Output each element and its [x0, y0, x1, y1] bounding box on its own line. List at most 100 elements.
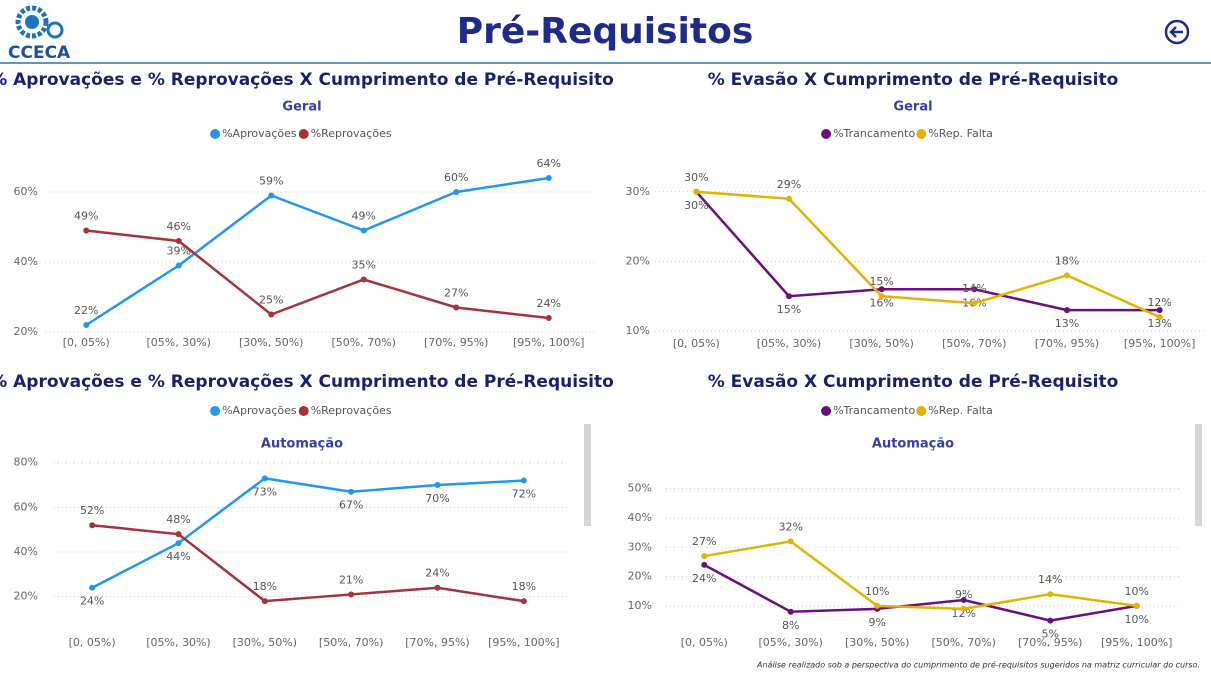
data-point [960, 597, 967, 604]
data-point [261, 475, 268, 482]
chart-title: % Aprovações e % Reprovações X Cumprimen… [0, 70, 614, 90]
y-tick-label: 30% [628, 540, 652, 553]
legend-swatch [916, 129, 927, 139]
data-label: 9% [869, 616, 886, 629]
data-point [175, 531, 182, 538]
data-label: 60% [444, 171, 468, 184]
x-tick-label: [30%, 50%) [233, 636, 297, 649]
data-label: 18% [1055, 254, 1079, 267]
logo: CCECA [8, 5, 71, 63]
series-line [85, 176, 549, 327]
scrollbar[interactable] [1195, 424, 1202, 526]
data-label: 25% [259, 294, 283, 307]
data-label: 64% [537, 157, 561, 170]
x-tick-label: [05%, 30%) [146, 636, 210, 649]
chart-title: % Evasão X Cumprimento de Pré-Requisito [708, 372, 1119, 392]
data-label: 49% [74, 210, 98, 223]
data-label: 30% [684, 199, 708, 212]
data-label: 70% [425, 492, 449, 505]
data-label: 5% [1042, 628, 1059, 641]
data-label: 9% [955, 588, 972, 601]
data-label: 32% [779, 520, 803, 533]
data-label: 14% [962, 282, 986, 295]
y-tick-label: 10% [628, 599, 652, 612]
data-label: 10% [1125, 613, 1149, 626]
data-point [1064, 307, 1070, 314]
y-tick-label: 40% [628, 511, 652, 524]
data-label: 67% [339, 499, 363, 512]
data-label: 10% [1125, 585, 1149, 598]
data-point [434, 482, 441, 489]
data-label: 15% [869, 275, 893, 288]
y-tick-label: 50% [628, 482, 652, 495]
x-tick-label: [70%, 95%) [405, 636, 469, 649]
data-label: 15% [777, 303, 801, 316]
data-point [701, 553, 708, 560]
data-point [360, 227, 367, 234]
data-point [453, 304, 460, 311]
x-tick-label: [0, 05%) [63, 336, 110, 349]
data-point [175, 540, 182, 547]
y-tick-label: 60% [14, 185, 38, 198]
chart-subtitle: Geral [282, 100, 321, 115]
legend-swatch [916, 406, 927, 416]
x-tick-label: [50%, 70%) [932, 636, 996, 649]
data-label: 73% [253, 485, 277, 498]
legend-label: %Aprovações [222, 127, 297, 140]
y-tick-label: 20% [628, 570, 652, 583]
data-label: 35% [352, 259, 376, 272]
data-point [960, 605, 967, 612]
data-point [786, 293, 792, 300]
data-point [878, 293, 885, 300]
data-point [971, 286, 978, 293]
data-label: 39% [167, 245, 191, 258]
legend-swatch [210, 129, 221, 139]
data-label: 16% [869, 296, 893, 309]
data-label: 48% [166, 513, 190, 526]
data-point [83, 322, 90, 328]
x-tick-label: [95%, 100%] [1124, 337, 1195, 350]
data-label: 24% [80, 595, 104, 608]
legend-label: %Reprovações [311, 127, 392, 140]
legend-label: %Trancamento [833, 404, 915, 417]
data-point [1047, 591, 1054, 598]
page-title: Pré-Requisitos [457, 11, 754, 52]
data-point [261, 598, 268, 605]
data-point [520, 598, 527, 605]
data-label: 14% [1038, 573, 1062, 586]
legend-swatch [821, 129, 832, 139]
chart-subtitle: Geral [893, 100, 932, 115]
data-label: 46% [167, 220, 191, 233]
data-label: 13% [1147, 317, 1171, 330]
data-point [786, 195, 792, 202]
y-tick-label: 20% [626, 254, 650, 267]
data-label: 24% [425, 567, 449, 580]
y-tick-label: 20% [14, 590, 38, 603]
y-tick-label: 40% [14, 545, 38, 558]
series-line [92, 523, 525, 603]
data-label: 22% [74, 304, 98, 317]
series-line [704, 540, 1137, 611]
data-point [520, 477, 527, 484]
data-label: 18% [512, 580, 536, 593]
data-point [434, 584, 441, 591]
series-line [86, 229, 549, 320]
x-tick-label: [30%, 50%) [845, 636, 909, 649]
data-point [1156, 307, 1163, 314]
data-label: 8% [782, 619, 799, 632]
data-point [83, 227, 90, 234]
chart-subtitle: Automação [872, 437, 954, 452]
series-line [695, 190, 1160, 312]
back-button[interactable] [1164, 19, 1190, 45]
data-point [89, 522, 96, 529]
scrollbar[interactable] [584, 424, 591, 526]
data-point [693, 188, 700, 195]
data-point [268, 311, 275, 318]
y-tick-label: 80% [14, 456, 38, 469]
data-point [1133, 602, 1140, 609]
data-point [348, 591, 355, 598]
data-point [701, 561, 708, 568]
x-tick-label: [95%, 100%] [1101, 636, 1172, 649]
x-tick-label: [50%, 70%) [942, 337, 1006, 350]
